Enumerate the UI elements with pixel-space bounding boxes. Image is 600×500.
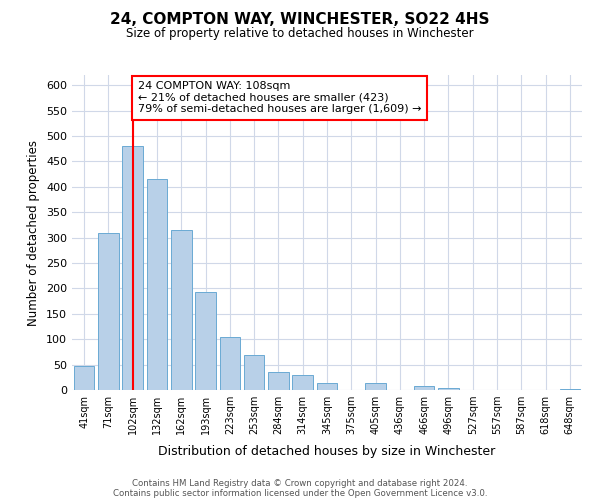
Bar [146, 179, 167, 390]
Bar [98, 232, 119, 390]
Bar [244, 355, 265, 390]
Bar [292, 375, 313, 390]
Text: 24, COMPTON WAY, WINCHESTER, SO22 4HS: 24, COMPTON WAY, WINCHESTER, SO22 4HS [110, 12, 490, 28]
Bar [122, 146, 143, 390]
Bar [74, 366, 94, 390]
X-axis label: Distribution of detached houses by size in Winchester: Distribution of detached houses by size … [158, 446, 496, 458]
Text: Contains HM Land Registry data © Crown copyright and database right 2024.: Contains HM Land Registry data © Crown c… [132, 478, 468, 488]
Bar [438, 388, 459, 390]
Text: 24 COMPTON WAY: 108sqm
← 21% of detached houses are smaller (423)
79% of semi-de: 24 COMPTON WAY: 108sqm ← 21% of detached… [137, 81, 421, 114]
Bar [220, 336, 240, 390]
Bar [317, 383, 337, 390]
Bar [171, 230, 191, 390]
Bar [195, 292, 216, 390]
Text: Size of property relative to detached houses in Winchester: Size of property relative to detached ho… [126, 28, 474, 40]
Text: Contains public sector information licensed under the Open Government Licence v3: Contains public sector information licen… [113, 488, 487, 498]
Bar [365, 383, 386, 390]
Bar [268, 372, 289, 390]
Bar [560, 389, 580, 390]
Y-axis label: Number of detached properties: Number of detached properties [28, 140, 40, 326]
Bar [414, 386, 434, 390]
